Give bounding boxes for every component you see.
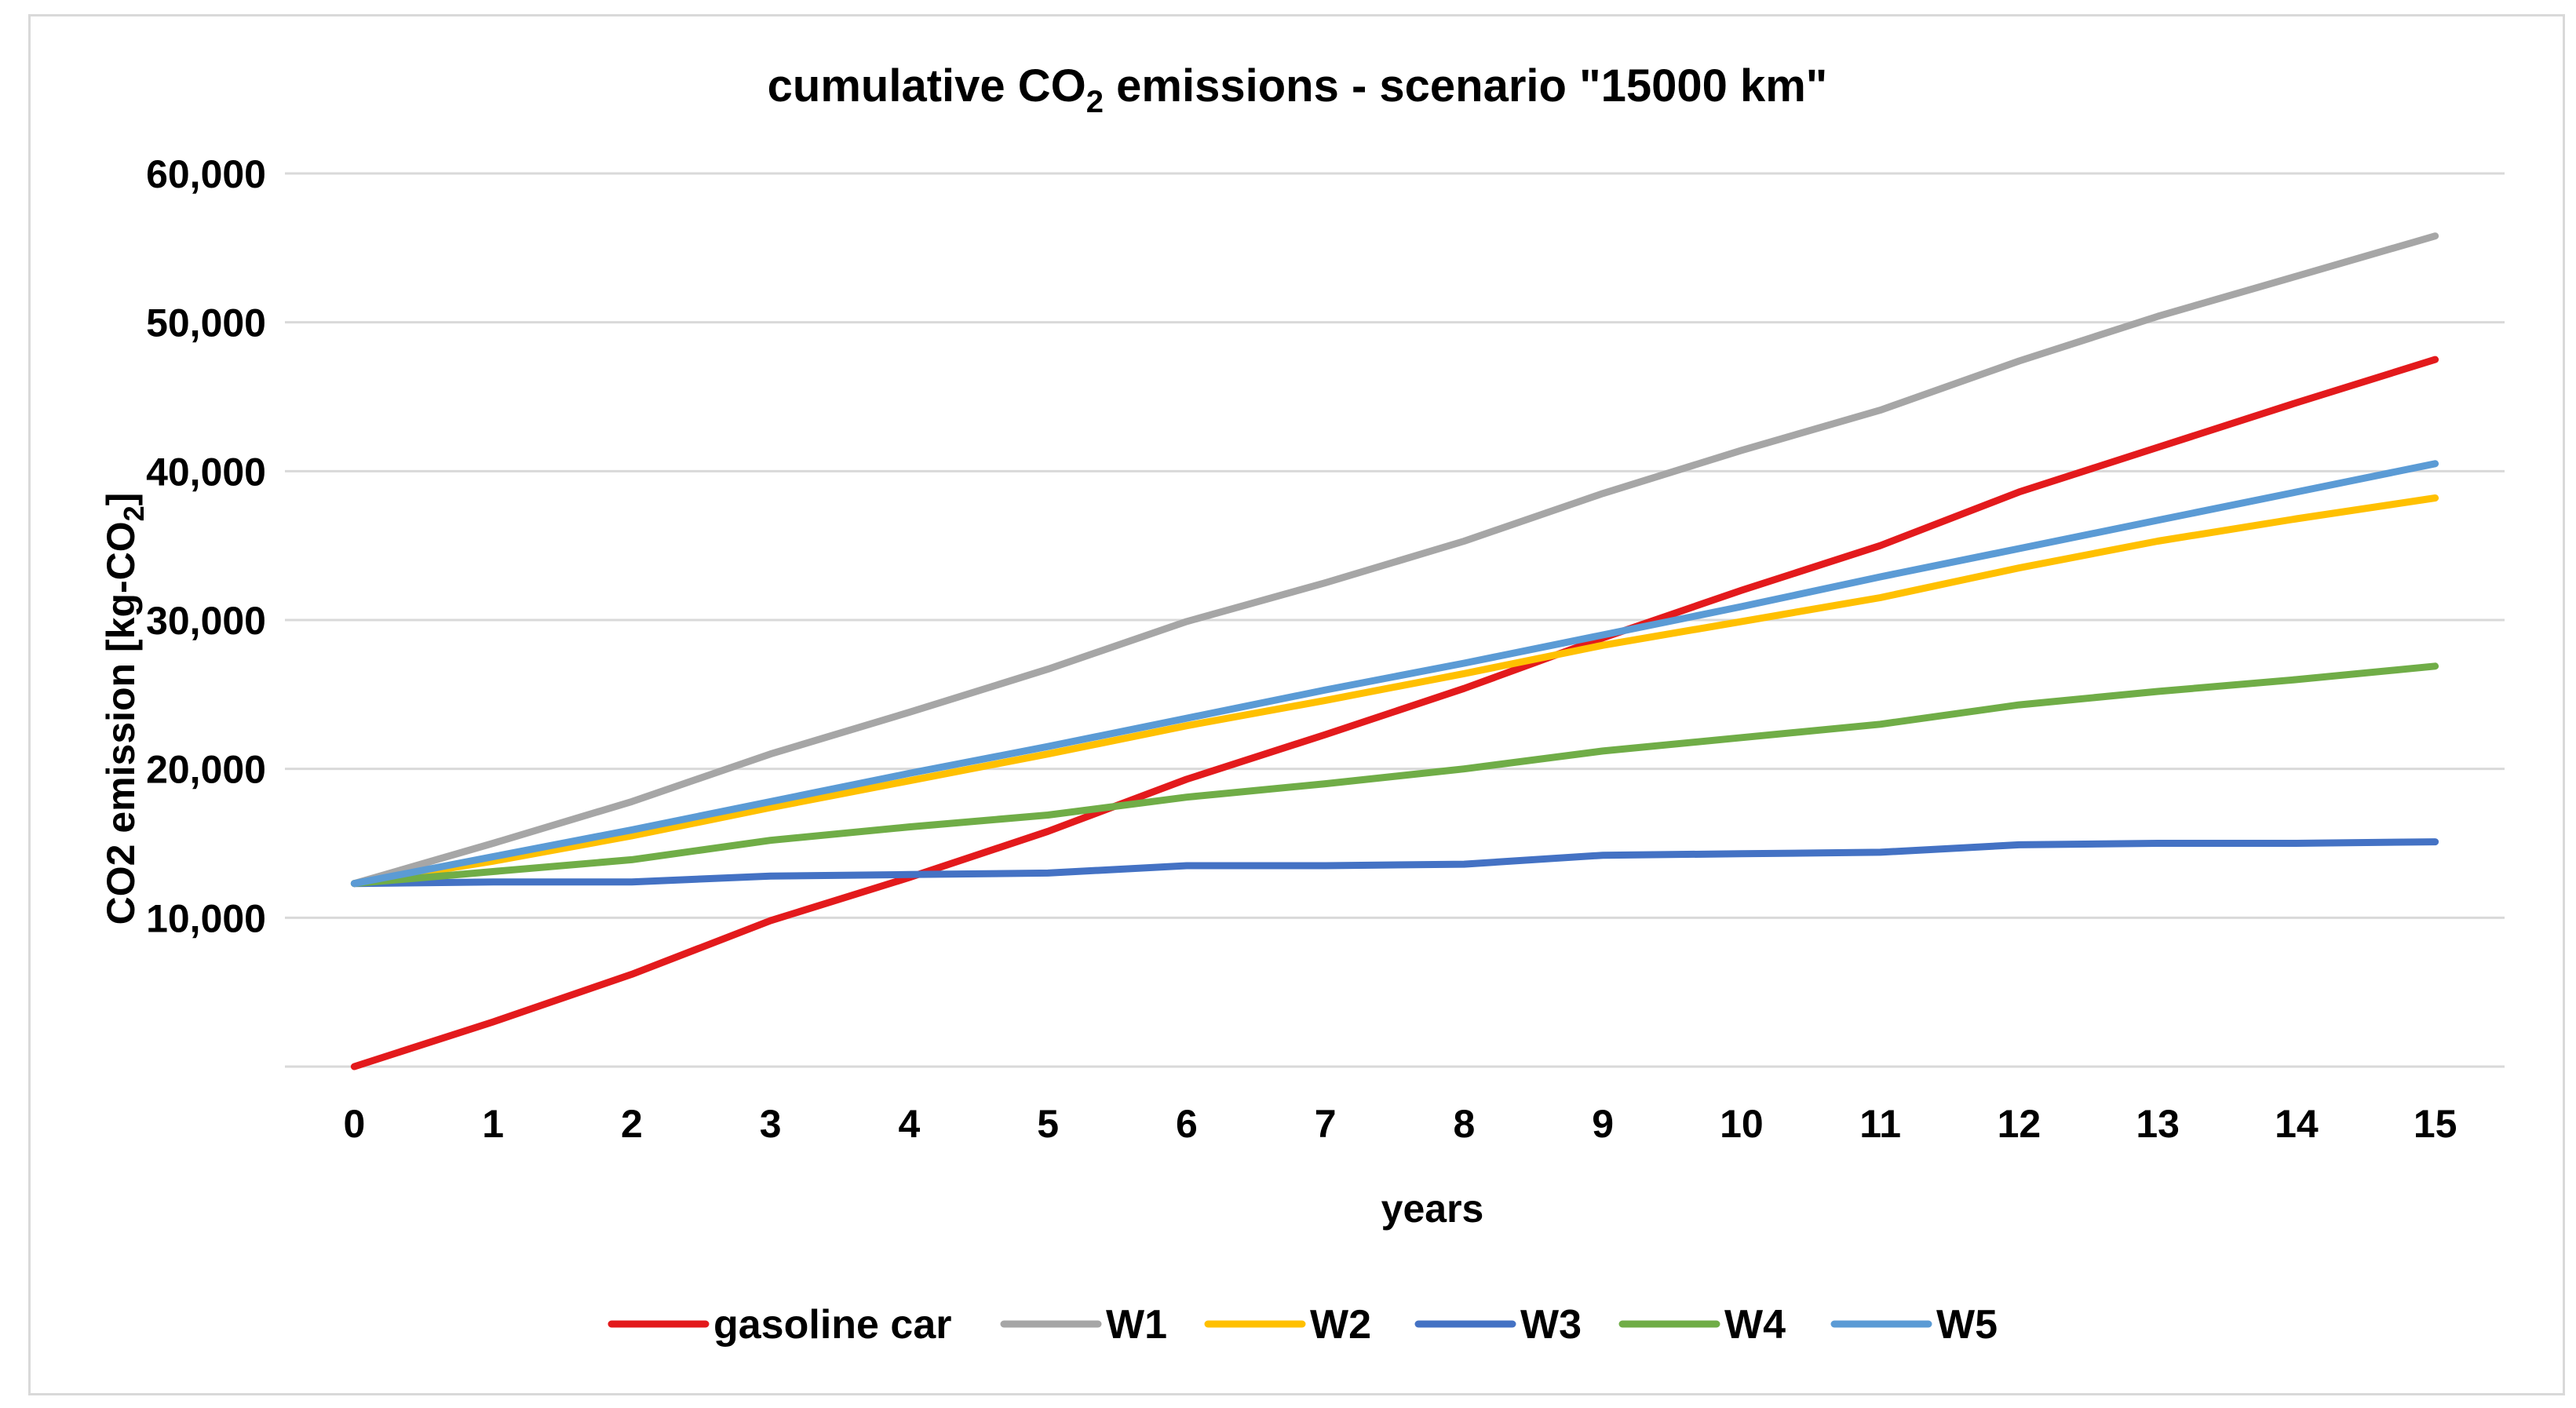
x-axis-ticks: 0 1 2 3 4 5 6 7 8 9 10 11 12 13 14 15 bbox=[343, 1102, 2457, 1146]
legend-label: W2 bbox=[1310, 1302, 1371, 1348]
series-line-w1 bbox=[350, 232, 2439, 888]
series-line-w5 bbox=[350, 460, 2439, 888]
y-axis-label: CO2 emission [kg-CO2] bbox=[99, 493, 150, 925]
x-tick-label: 11 bbox=[1859, 1102, 1901, 1146]
y-tick-label: 30,000 bbox=[146, 599, 266, 643]
y-axis-ticks: 10,000 20,000 30,000 40,000 50,000 60,000 bbox=[146, 152, 266, 940]
legend-label: W5 bbox=[1936, 1302, 1998, 1348]
x-tick-label: 1 bbox=[482, 1102, 504, 1146]
gridlines bbox=[285, 172, 2505, 1068]
x-tick-label: 10 bbox=[1720, 1102, 1764, 1146]
x-tick-label: 2 bbox=[621, 1102, 643, 1146]
y-tick-label: 60,000 bbox=[146, 152, 266, 196]
chart-frame: cumulative CO2 emissions - scenario "150… bbox=[28, 14, 2565, 1395]
x-tick-label: 9 bbox=[1592, 1102, 1614, 1146]
x-tick-label: 6 bbox=[1176, 1102, 1198, 1146]
y-tick-label: 40,000 bbox=[146, 450, 266, 494]
x-tick-label: 15 bbox=[2414, 1102, 2457, 1146]
series-lines bbox=[350, 232, 2439, 1071]
legend-label: gasoline car bbox=[713, 1302, 951, 1348]
legend-label: W3 bbox=[1520, 1302, 1582, 1348]
x-tick-label: 14 bbox=[2275, 1102, 2319, 1146]
y-tick-label: 50,000 bbox=[146, 301, 266, 345]
x-axis-label: years bbox=[1381, 1187, 1484, 1231]
series-line-w4 bbox=[350, 662, 2439, 888]
x-tick-label: 7 bbox=[1315, 1102, 1337, 1146]
y-tick-label: 20,000 bbox=[146, 748, 266, 792]
line-chart: cumulative CO2 emissions - scenario "150… bbox=[99, 60, 2505, 1348]
legend-label: W4 bbox=[1724, 1302, 1786, 1348]
x-tick-label: 5 bbox=[1037, 1102, 1059, 1146]
y-tick-label: 10,000 bbox=[146, 896, 266, 940]
series-line-gasoline-car bbox=[350, 356, 2439, 1071]
chart-title: cumulative CO2 emissions - scenario "150… bbox=[768, 60, 1828, 119]
x-tick-label: 3 bbox=[760, 1102, 782, 1146]
legend: gasoline car W1 W2 W3 W4 W5 bbox=[608, 1302, 1998, 1348]
x-tick-label: 8 bbox=[1453, 1102, 1475, 1146]
x-tick-label: 0 bbox=[343, 1102, 365, 1146]
x-tick-label: 13 bbox=[2136, 1102, 2180, 1146]
x-tick-label: 4 bbox=[898, 1102, 920, 1146]
x-tick-label: 12 bbox=[1998, 1102, 2041, 1146]
legend-label: W1 bbox=[1106, 1302, 1167, 1348]
series-line-w3 bbox=[350, 838, 2439, 888]
series-line-w2 bbox=[350, 494, 2439, 888]
